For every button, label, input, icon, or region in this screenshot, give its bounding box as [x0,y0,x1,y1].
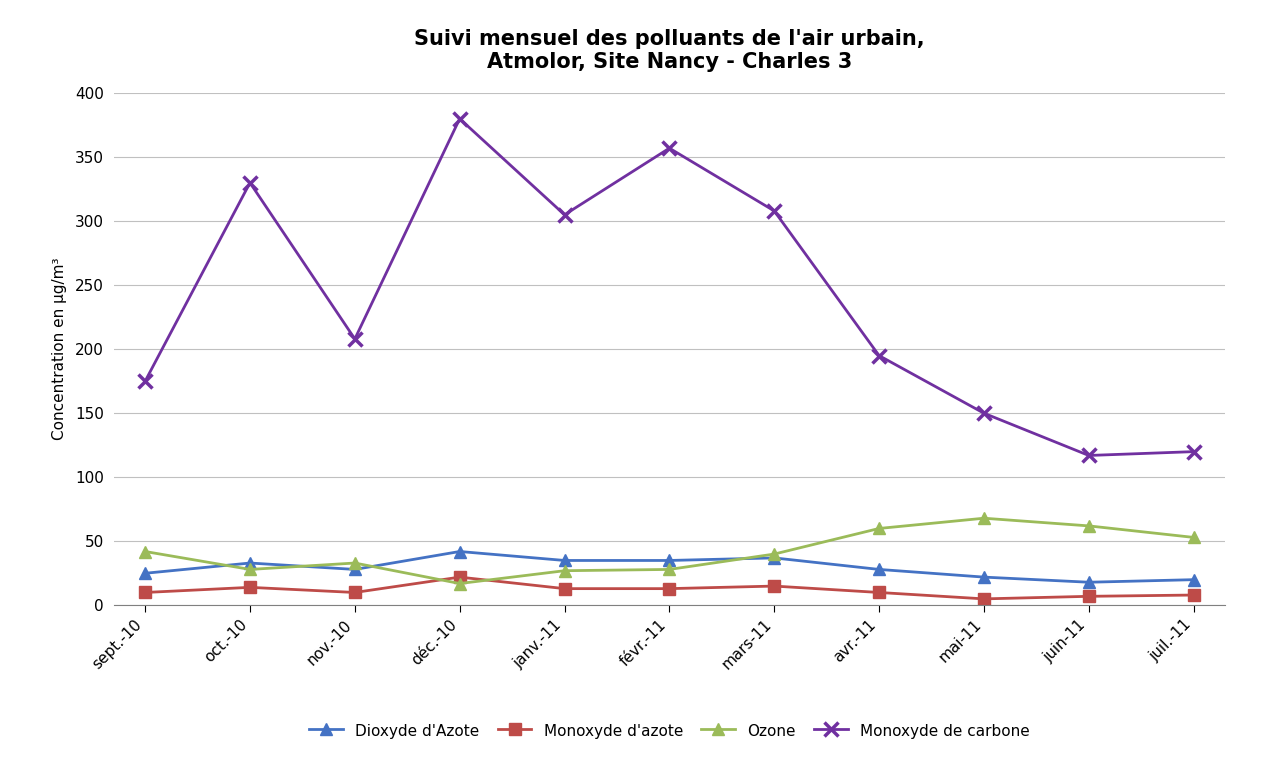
Monoxyde d'azote [976,594,991,604]
Monoxyde de carbone [976,408,991,417]
Dioxyde d'Azote [976,573,991,582]
Line: Monoxyde de carbone: Monoxyde de carbone [138,112,1201,462]
Dioxyde d'Azote [242,559,258,568]
Monoxyde de carbone [452,114,467,123]
Monoxyde d'azote [662,584,677,594]
Ozone [976,514,991,523]
Dioxyde d'Azote [767,553,782,563]
Ozone [557,566,572,575]
Title: Suivi mensuel des polluants de l'air urbain,
Atmolor, Site Nancy - Charles 3: Suivi mensuel des polluants de l'air urb… [414,29,925,72]
Monoxyde d'azote [767,581,782,591]
Monoxyde de carbone [242,178,258,188]
Dioxyde d'Azote [1186,575,1201,584]
Dioxyde d'Azote [347,565,362,574]
Monoxyde de carbone [138,376,153,386]
Monoxyde de carbone [767,206,782,216]
Monoxyde de carbone [347,334,362,344]
Monoxyde d'azote [347,588,362,598]
Line: Monoxyde d'azote: Monoxyde d'azote [140,572,1199,605]
Monoxyde d'azote [557,584,572,594]
Ozone [242,565,258,574]
Dioxyde d'Azote [871,565,887,574]
Monoxyde d'azote [452,573,467,582]
Monoxyde de carbone [557,210,572,220]
Dioxyde d'Azote [452,547,467,556]
Ozone [767,549,782,559]
Ozone [138,547,153,556]
Monoxyde de carbone [1186,447,1201,456]
Monoxyde de carbone [662,144,677,153]
Ozone [871,524,887,533]
Ozone [662,565,677,574]
Monoxyde d'azote [242,583,258,592]
Monoxyde d'azote [1081,591,1096,601]
Ozone [347,559,362,568]
Legend: Dioxyde d'Azote, Monoxyde d'azote, Ozone, Monoxyde de carbone: Dioxyde d'Azote, Monoxyde d'azote, Ozone… [302,715,1037,747]
Monoxyde d'azote [138,588,153,598]
Monoxyde de carbone [871,351,887,360]
Monoxyde d'azote [1186,591,1201,600]
Ozone [1081,521,1096,531]
Ozone [1186,533,1201,542]
Monoxyde d'azote [871,588,887,598]
Dioxyde d'Azote [138,569,153,578]
Y-axis label: Concentration en µg/m³: Concentration en µg/m³ [52,258,67,441]
Dioxyde d'Azote [662,556,677,565]
Ozone [452,579,467,588]
Line: Ozone: Ozone [139,512,1200,590]
Monoxyde de carbone [1081,451,1096,460]
Dioxyde d'Azote [557,556,572,565]
Line: Dioxyde d'Azote: Dioxyde d'Azote [139,546,1200,588]
Dioxyde d'Azote [1081,577,1096,587]
